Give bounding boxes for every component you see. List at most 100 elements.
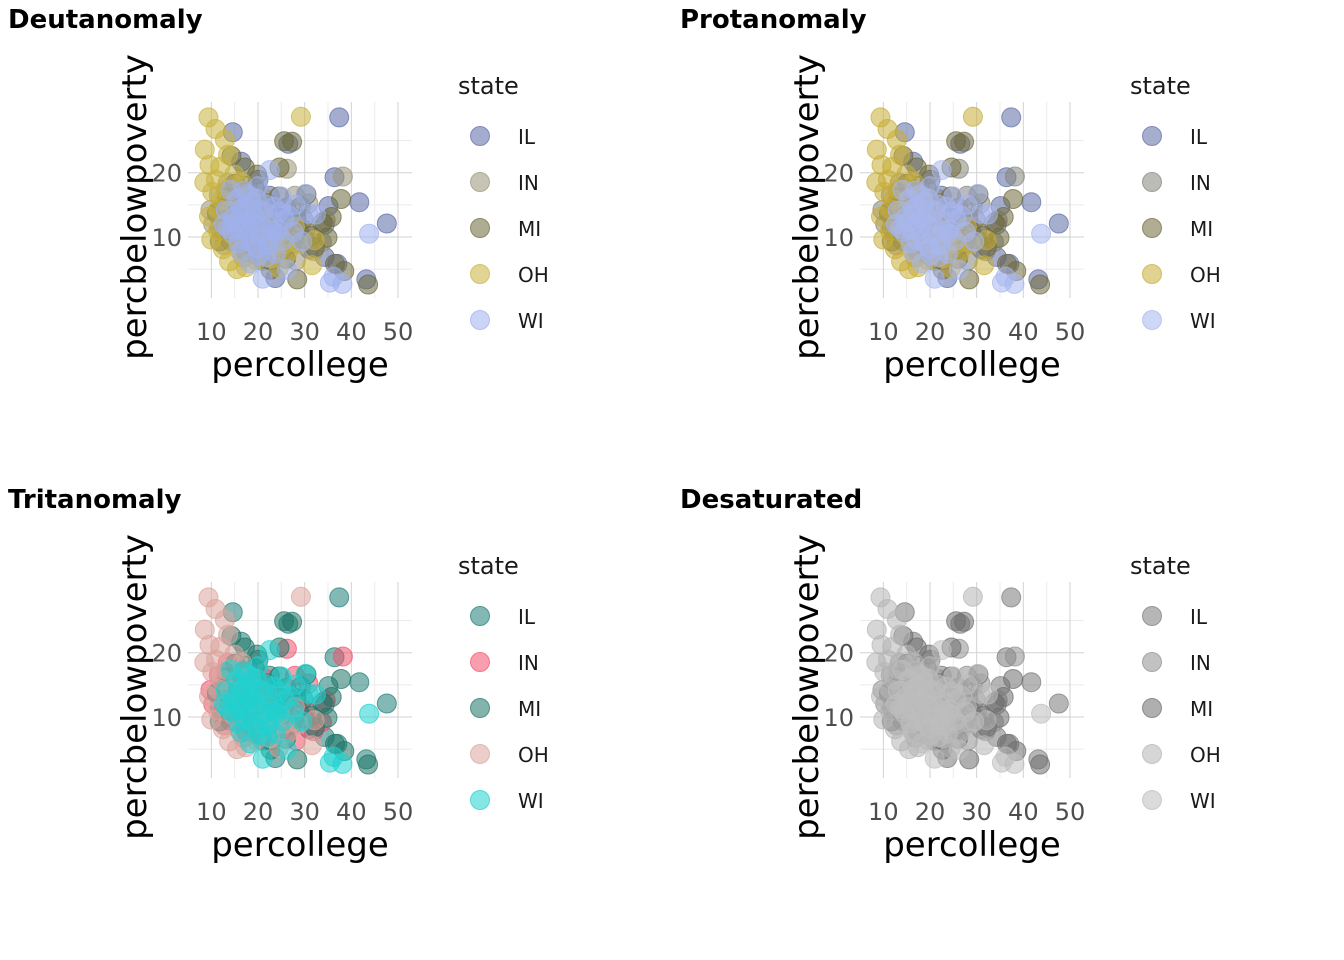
legend: state IL IN MI OH WI	[1130, 552, 1221, 813]
point-oh	[199, 155, 220, 175]
x-tick-label: 40	[1008, 798, 1039, 826]
point-wi	[924, 268, 945, 289]
point-wi	[931, 640, 952, 661]
x-tick-label: 30	[961, 798, 992, 826]
x-axis-title: percollege	[211, 345, 389, 385]
legend-label: IN	[518, 651, 539, 675]
point-mi	[1030, 274, 1051, 295]
x-tick-label: 20	[915, 798, 946, 826]
legend-label: IN	[1190, 171, 1211, 195]
chart-title: Deutanomaly	[8, 5, 203, 35]
point-il	[1001, 107, 1022, 128]
point-wi	[948, 739, 969, 760]
x-axis-title: percollege	[211, 825, 389, 865]
point-oh	[871, 155, 892, 175]
legend-key	[1142, 698, 1162, 718]
point-wi	[1031, 223, 1052, 244]
x-tick-label: 10	[196, 318, 227, 346]
point-mi	[954, 131, 975, 152]
point-mi	[1003, 669, 1024, 689]
points	[866, 106, 1069, 295]
point-il	[329, 587, 350, 608]
legend-label: IL	[518, 125, 536, 149]
legend-label: OH	[1190, 743, 1221, 767]
x-tick-label: 30	[289, 798, 320, 826]
point-il	[1001, 587, 1022, 608]
legend-label: OH	[518, 743, 549, 767]
x-tick-label: 10	[868, 318, 899, 346]
point-oh	[974, 735, 995, 756]
points	[194, 586, 397, 775]
x-tick-label: 40	[1008, 318, 1039, 346]
legend-label: MI	[518, 217, 541, 241]
point-mi	[1030, 754, 1051, 775]
legend-key	[1142, 264, 1162, 284]
y-tick-label: 20	[823, 640, 854, 668]
point-il	[1021, 672, 1042, 693]
point-oh	[890, 144, 911, 165]
point-wi	[970, 683, 991, 704]
point-wi	[359, 223, 380, 244]
y-axis-title: percbelowpoverty	[115, 54, 155, 360]
legend-key	[1142, 172, 1162, 192]
point-wi	[263, 676, 284, 697]
x-tick-label: 30	[961, 318, 992, 346]
point-wi	[259, 160, 280, 181]
x-tick-label: 10	[196, 798, 227, 826]
point-il	[349, 672, 370, 693]
y-tick-label: 10	[823, 704, 854, 732]
legend-label: WI	[518, 309, 544, 333]
x-tick-label: 40	[336, 318, 367, 346]
point-wi	[991, 752, 1012, 773]
point-wi	[266, 223, 287, 244]
point-oh	[871, 635, 892, 655]
point-wi	[359, 703, 380, 724]
point-oh	[199, 635, 220, 655]
point-wi	[230, 199, 251, 220]
legend: state IL IN MI OH WI	[1130, 72, 1221, 333]
legend-key	[470, 172, 490, 192]
x-tick-label: 50	[383, 798, 414, 826]
legend-key	[470, 790, 490, 810]
point-wi	[902, 679, 923, 700]
point-oh	[890, 624, 911, 645]
point-wi	[970, 203, 991, 224]
point-wi	[935, 676, 956, 697]
legend-label: MI	[1190, 697, 1213, 721]
legend-key	[1142, 218, 1162, 238]
y-axis-title: percbelowpoverty	[787, 534, 827, 840]
point-wi	[931, 160, 952, 181]
legend-label: IL	[1190, 605, 1208, 629]
x-tick-label: 40	[336, 798, 367, 826]
point-wi	[902, 199, 923, 220]
point-mi	[331, 189, 352, 209]
legend-label: IL	[518, 605, 536, 629]
point-in	[332, 646, 353, 667]
legend-key	[1142, 652, 1162, 672]
legend-key	[1142, 310, 1162, 330]
point-wi	[292, 711, 313, 732]
point-mi	[358, 274, 379, 295]
point-mi	[358, 754, 379, 775]
point-wi	[276, 259, 297, 280]
point-wi	[921, 724, 942, 745]
legend-label: MI	[1190, 217, 1213, 241]
point-mi	[282, 131, 303, 152]
point-mi	[1003, 189, 1024, 209]
point-il	[1048, 693, 1069, 714]
legend-key	[470, 126, 490, 146]
y-axis-title: percbelowpoverty	[115, 534, 155, 840]
y-tick-label: 20	[151, 640, 182, 668]
point-wi	[249, 724, 270, 745]
point-oh	[290, 106, 311, 127]
point-wi	[259, 640, 280, 661]
point-wi	[252, 268, 273, 289]
point-wi	[1031, 703, 1052, 724]
point-oh	[302, 255, 323, 276]
point-in	[1004, 166, 1025, 187]
point-il	[349, 192, 370, 213]
x-tick-label: 20	[243, 318, 274, 346]
x-tick-label: 30	[289, 318, 320, 346]
